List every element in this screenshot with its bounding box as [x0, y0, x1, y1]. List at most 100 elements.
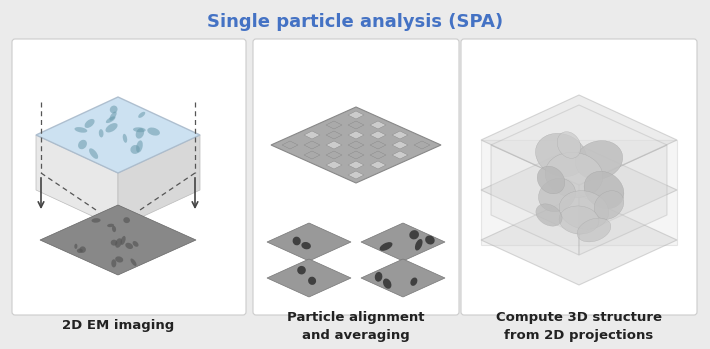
Polygon shape — [370, 151, 386, 159]
Ellipse shape — [297, 266, 306, 274]
Ellipse shape — [301, 242, 311, 249]
Ellipse shape — [410, 277, 417, 286]
Ellipse shape — [537, 166, 565, 194]
Ellipse shape — [575, 141, 623, 179]
Ellipse shape — [383, 279, 391, 289]
Ellipse shape — [109, 112, 116, 120]
Text: 2D EM imaging: 2D EM imaging — [62, 319, 174, 333]
Polygon shape — [348, 161, 364, 169]
Polygon shape — [361, 223, 445, 261]
Polygon shape — [370, 141, 386, 149]
Ellipse shape — [89, 148, 98, 159]
Polygon shape — [326, 141, 342, 149]
Polygon shape — [271, 107, 441, 183]
Ellipse shape — [80, 246, 86, 253]
Polygon shape — [304, 141, 320, 149]
Polygon shape — [348, 111, 364, 119]
Ellipse shape — [111, 259, 116, 267]
Ellipse shape — [78, 140, 87, 149]
Ellipse shape — [123, 134, 127, 143]
Polygon shape — [326, 121, 342, 129]
Ellipse shape — [425, 236, 435, 245]
Polygon shape — [348, 131, 364, 139]
Ellipse shape — [415, 239, 422, 251]
Polygon shape — [481, 145, 677, 235]
Ellipse shape — [538, 178, 576, 211]
Polygon shape — [348, 171, 364, 179]
Polygon shape — [267, 259, 351, 297]
Ellipse shape — [147, 127, 160, 136]
Ellipse shape — [133, 127, 146, 132]
Text: Single particle analysis (SPA): Single particle analysis (SPA) — [207, 13, 503, 31]
Polygon shape — [348, 141, 364, 149]
Polygon shape — [481, 95, 677, 185]
Polygon shape — [36, 135, 118, 228]
Ellipse shape — [584, 171, 624, 209]
Ellipse shape — [536, 204, 562, 226]
Ellipse shape — [115, 257, 124, 262]
Ellipse shape — [136, 140, 143, 153]
Ellipse shape — [545, 153, 603, 198]
Polygon shape — [370, 131, 386, 139]
Ellipse shape — [75, 127, 87, 133]
Polygon shape — [304, 151, 320, 159]
Ellipse shape — [124, 217, 130, 223]
Ellipse shape — [409, 230, 419, 239]
Ellipse shape — [136, 128, 144, 139]
Polygon shape — [392, 131, 408, 139]
Ellipse shape — [308, 277, 316, 285]
Polygon shape — [361, 259, 445, 297]
Ellipse shape — [559, 206, 599, 234]
Ellipse shape — [133, 241, 138, 247]
Text: Compute 3D structure
from 2D projections: Compute 3D structure from 2D projections — [496, 311, 662, 342]
Polygon shape — [370, 121, 386, 129]
Polygon shape — [267, 223, 351, 261]
Polygon shape — [414, 141, 430, 149]
Ellipse shape — [594, 191, 624, 219]
Polygon shape — [491, 145, 579, 255]
Polygon shape — [326, 161, 342, 169]
Ellipse shape — [92, 218, 101, 223]
Ellipse shape — [84, 119, 94, 128]
Ellipse shape — [577, 218, 611, 242]
Polygon shape — [392, 151, 408, 159]
Ellipse shape — [99, 129, 104, 138]
Polygon shape — [348, 121, 364, 129]
Polygon shape — [481, 195, 677, 285]
Polygon shape — [40, 205, 196, 275]
Polygon shape — [348, 151, 364, 159]
Polygon shape — [579, 145, 667, 255]
Ellipse shape — [557, 132, 581, 158]
Polygon shape — [282, 141, 298, 149]
Polygon shape — [304, 131, 320, 139]
Ellipse shape — [115, 238, 122, 248]
Ellipse shape — [131, 145, 140, 154]
Ellipse shape — [77, 248, 83, 253]
Polygon shape — [118, 135, 200, 228]
Ellipse shape — [106, 123, 118, 133]
Ellipse shape — [106, 116, 116, 123]
Ellipse shape — [535, 133, 586, 177]
Polygon shape — [326, 131, 342, 139]
Polygon shape — [481, 140, 677, 245]
Ellipse shape — [107, 224, 114, 227]
Ellipse shape — [375, 272, 383, 282]
Polygon shape — [392, 141, 408, 149]
Ellipse shape — [293, 237, 301, 245]
Polygon shape — [326, 151, 342, 159]
Ellipse shape — [111, 240, 117, 246]
Ellipse shape — [380, 242, 393, 251]
FancyBboxPatch shape — [12, 39, 246, 315]
Polygon shape — [370, 161, 386, 169]
Ellipse shape — [131, 259, 136, 266]
Ellipse shape — [125, 243, 133, 249]
Ellipse shape — [559, 191, 608, 229]
FancyBboxPatch shape — [461, 39, 697, 315]
Polygon shape — [491, 105, 667, 185]
Text: Particle alignment
and averaging: Particle alignment and averaging — [288, 311, 425, 342]
Polygon shape — [36, 97, 200, 173]
Ellipse shape — [112, 226, 116, 232]
Ellipse shape — [121, 236, 126, 245]
Ellipse shape — [75, 244, 77, 249]
Ellipse shape — [138, 112, 146, 118]
